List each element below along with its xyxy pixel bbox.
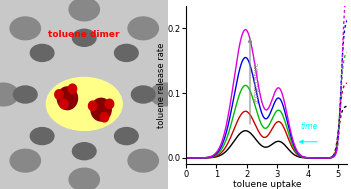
Circle shape: [60, 99, 68, 109]
Text: temperature: temperature: [254, 60, 260, 103]
Ellipse shape: [30, 128, 54, 145]
Ellipse shape: [69, 0, 99, 21]
Ellipse shape: [69, 168, 99, 189]
X-axis label: toluene uptake: toluene uptake: [232, 180, 301, 189]
Circle shape: [91, 98, 111, 121]
Ellipse shape: [114, 44, 138, 61]
Circle shape: [68, 84, 77, 94]
Ellipse shape: [10, 17, 40, 40]
Circle shape: [88, 101, 97, 111]
Ellipse shape: [150, 83, 180, 106]
Ellipse shape: [128, 149, 158, 172]
Text: toluene dimer: toluene dimer: [48, 29, 120, 39]
Ellipse shape: [72, 29, 96, 46]
Ellipse shape: [10, 149, 40, 172]
Text: time: time: [301, 122, 318, 131]
Ellipse shape: [13, 86, 37, 103]
Circle shape: [105, 99, 114, 109]
Ellipse shape: [72, 143, 96, 160]
Ellipse shape: [46, 77, 122, 130]
Ellipse shape: [131, 86, 155, 103]
Circle shape: [57, 87, 78, 110]
Ellipse shape: [114, 128, 138, 145]
Circle shape: [55, 90, 63, 99]
Ellipse shape: [128, 17, 158, 40]
Ellipse shape: [0, 83, 19, 106]
Circle shape: [100, 112, 109, 122]
Y-axis label: toluene release rate: toluene release rate: [157, 42, 166, 128]
Ellipse shape: [30, 44, 54, 61]
